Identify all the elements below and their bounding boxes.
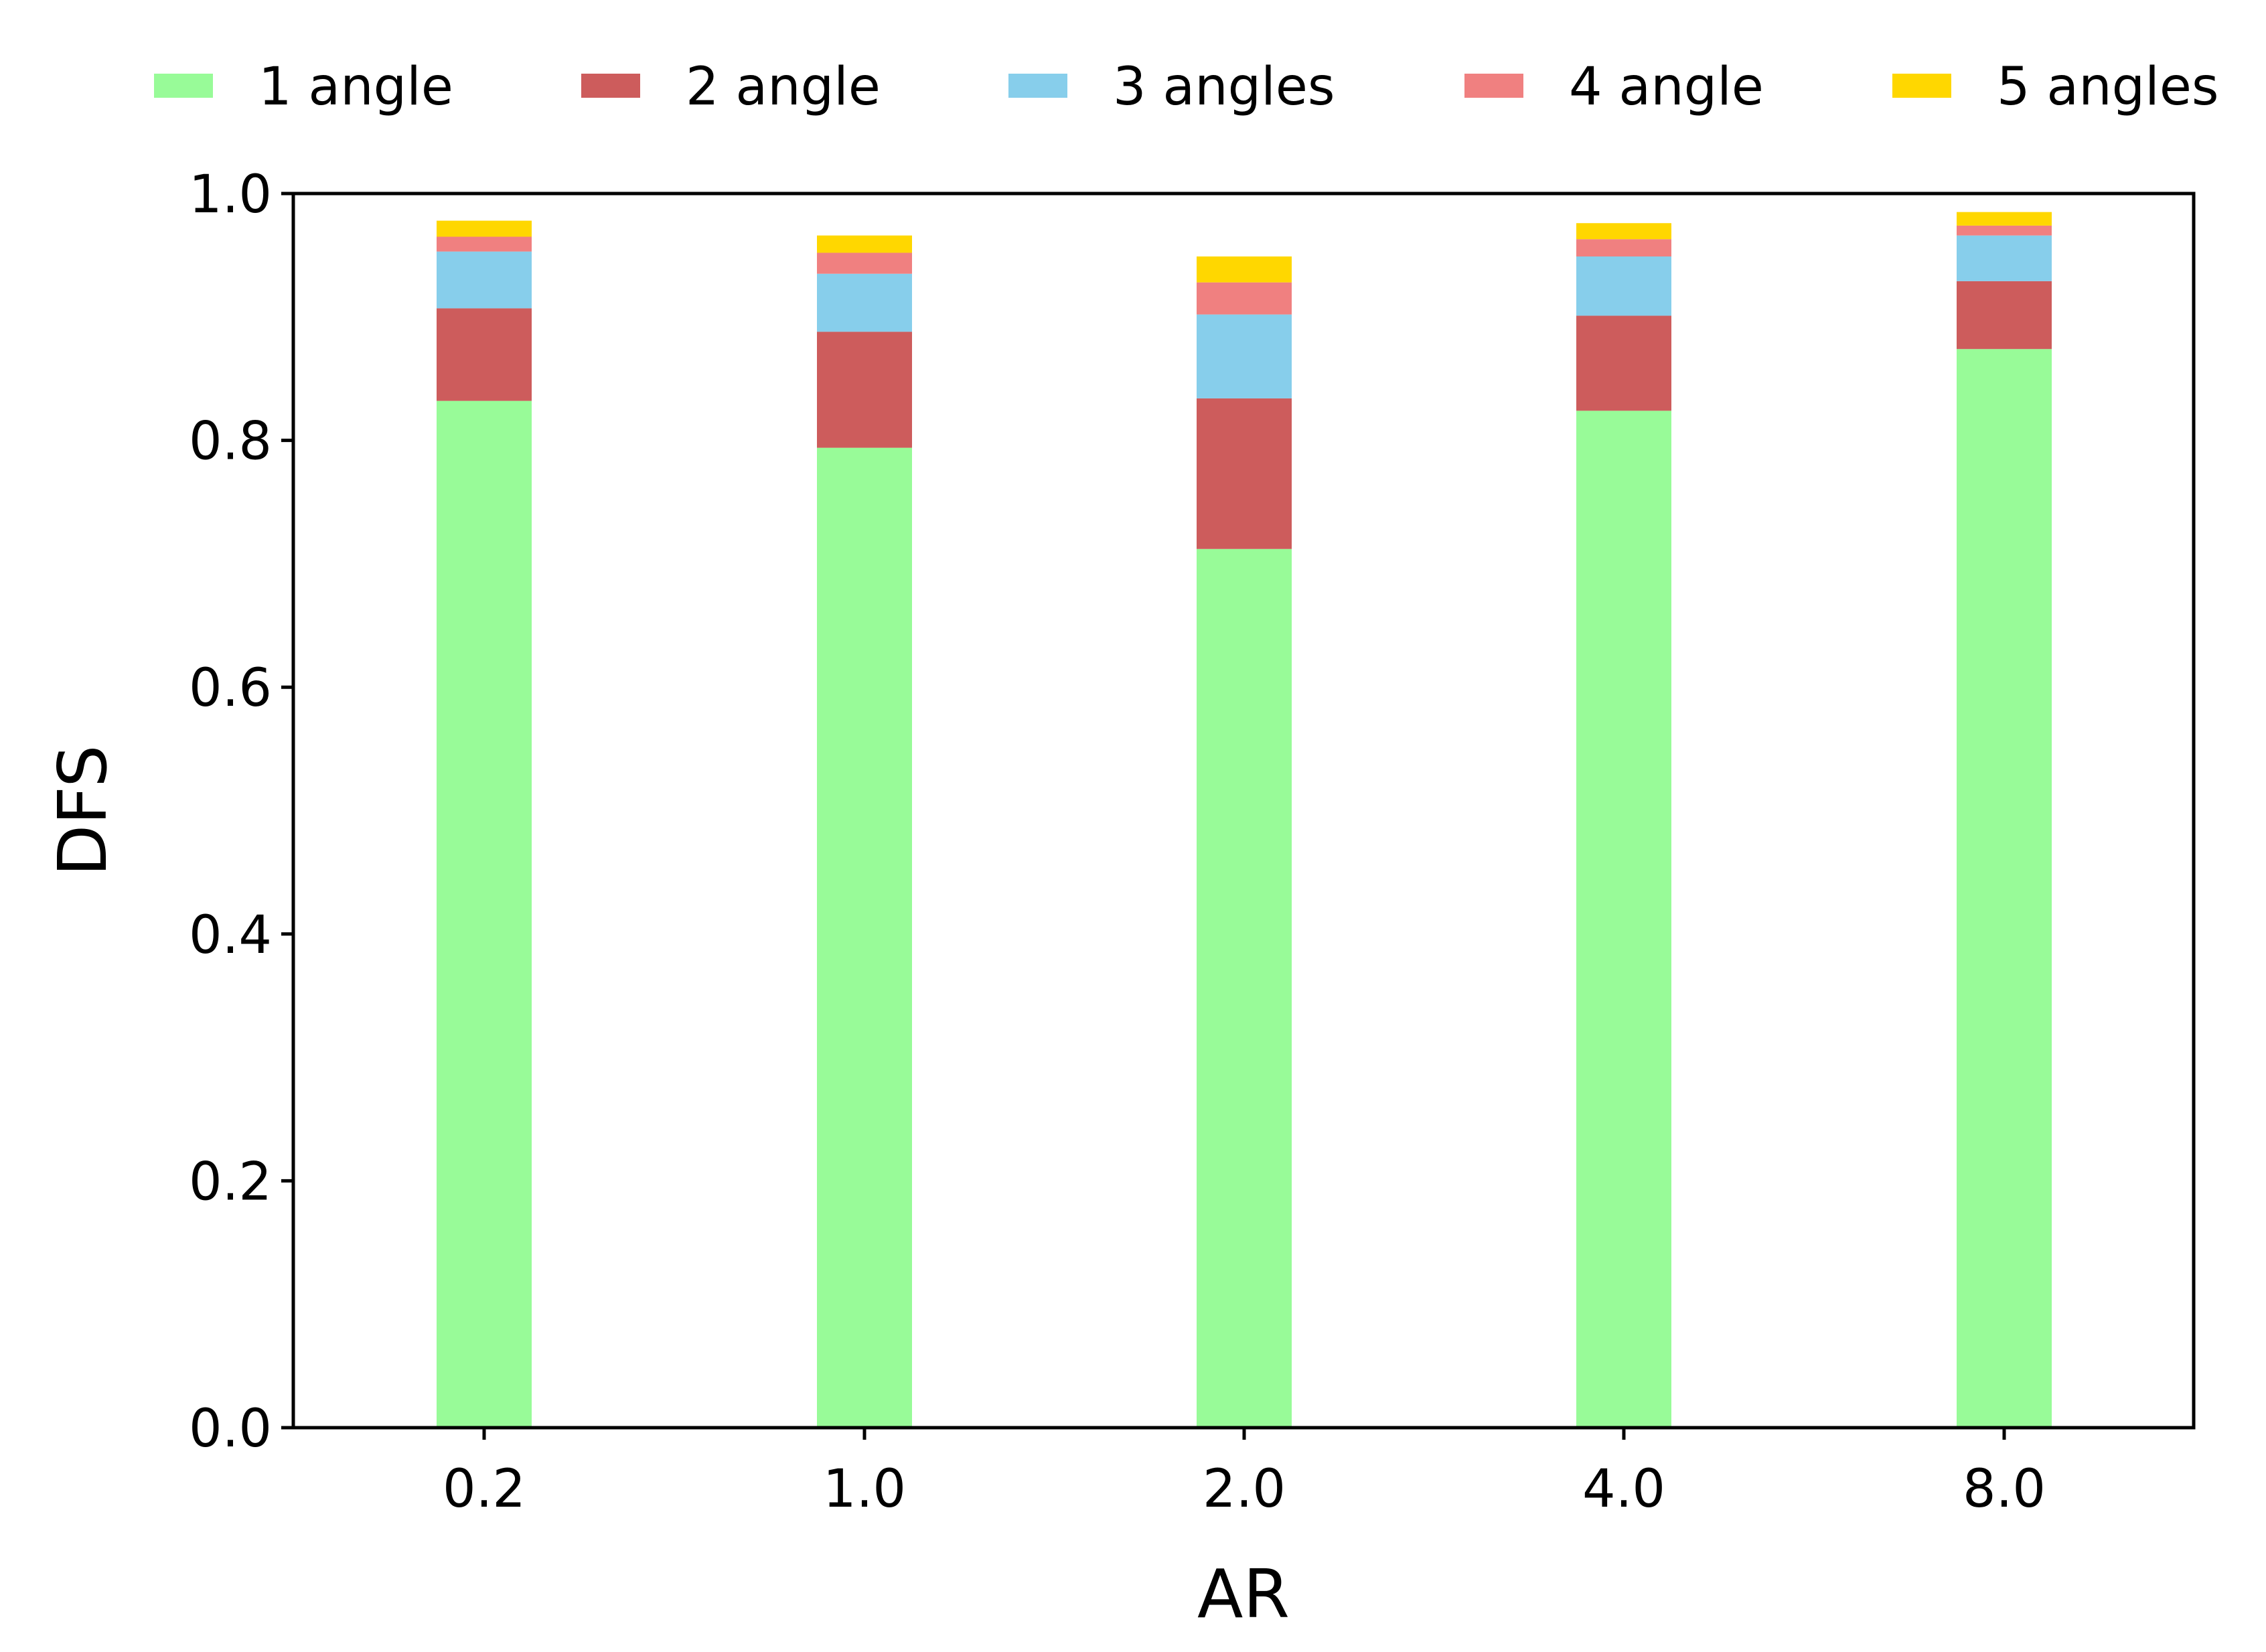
legend-label: 1 angle	[258, 57, 453, 117]
legend-label: 2 angle	[686, 57, 881, 117]
x-tick-label: 2.0	[1203, 1459, 1286, 1519]
legend-swatch	[581, 74, 640, 98]
legend-label: 4 angle	[1569, 57, 1764, 117]
bar-8.0-series-2	[1957, 281, 2052, 350]
bar-2.0-series-4	[1197, 282, 1292, 315]
y-axis-title: DFS	[44, 745, 122, 876]
bar-4.0-series-1	[1576, 410, 1671, 1428]
y-tick-label: 0.4	[189, 905, 272, 966]
legend-item-4: 4 angle	[1464, 57, 1764, 117]
legend-item-1: 1 angle	[154, 57, 453, 117]
x-axis-title: AR	[1197, 1555, 1290, 1633]
x-tick-label: 0.2	[443, 1459, 526, 1519]
bar-0.2-series-4	[437, 236, 532, 252]
bar-1.0-series-1	[817, 447, 912, 1428]
legend-swatch	[1464, 74, 1523, 98]
y-tick-label: 0.6	[189, 658, 272, 719]
legend-swatch	[1892, 74, 1951, 98]
x-tick-label: 8.0	[1963, 1459, 2046, 1519]
bar-1.0-series-5	[817, 235, 912, 253]
legend-item-2: 2 angle	[581, 57, 881, 117]
bar-4.0-series-5	[1576, 223, 1671, 240]
legend-swatch	[1008, 74, 1067, 98]
bar-2.0-series-5	[1197, 256, 1292, 283]
y-tick-label: 1.0	[189, 165, 272, 225]
y-tick-label: 0.8	[189, 412, 272, 472]
legend-item-5: 5 angles	[1892, 57, 2218, 117]
y-axis-ticks: 0.0 0.2 0.4 0.6 0.8 1.0	[189, 165, 293, 1459]
bars	[437, 212, 2052, 1428]
bar-1.0-series-4	[817, 252, 912, 274]
bar-2.0-series-2	[1197, 398, 1292, 549]
y-tick-label: 0.2	[189, 1152, 272, 1212]
bar-1.0-series-3	[817, 273, 912, 332]
legend: 1 angle 2 angle 3 angles 4 angle 5 angles	[154, 57, 2218, 117]
x-axis-ticks: 0.2 1.0 2.0 4.0 8.0	[443, 1428, 2046, 1519]
bar-2.0-series-1	[1197, 548, 1292, 1428]
x-tick-label: 1.0	[823, 1459, 906, 1519]
legend-label: 3 angles	[1113, 57, 1335, 117]
bar-8.0-series-3	[1957, 235, 2052, 281]
bar-0.2-series-5	[437, 220, 532, 237]
legend-item-3: 3 angles	[1008, 57, 1335, 117]
bar-8.0-series-1	[1957, 349, 2052, 1428]
bar-4.0-series-4	[1576, 239, 1671, 256]
legend-label: 5 angles	[1997, 57, 2218, 117]
bar-8.0-series-4	[1957, 225, 2052, 236]
y-tick-label: 0.0	[189, 1399, 272, 1459]
legend-swatch	[154, 74, 213, 98]
bar-8.0-series-5	[1957, 212, 2052, 226]
bar-0.2-series-2	[437, 308, 532, 401]
bar-4.0-series-3	[1576, 256, 1671, 316]
bar-2.0-series-3	[1197, 314, 1292, 398]
x-tick-label: 4.0	[1582, 1459, 1665, 1519]
bar-4.0-series-2	[1576, 315, 1671, 411]
bar-0.2-series-1	[437, 400, 532, 1428]
bar-1.0-series-2	[817, 331, 912, 448]
bar-0.2-series-3	[437, 251, 532, 309]
